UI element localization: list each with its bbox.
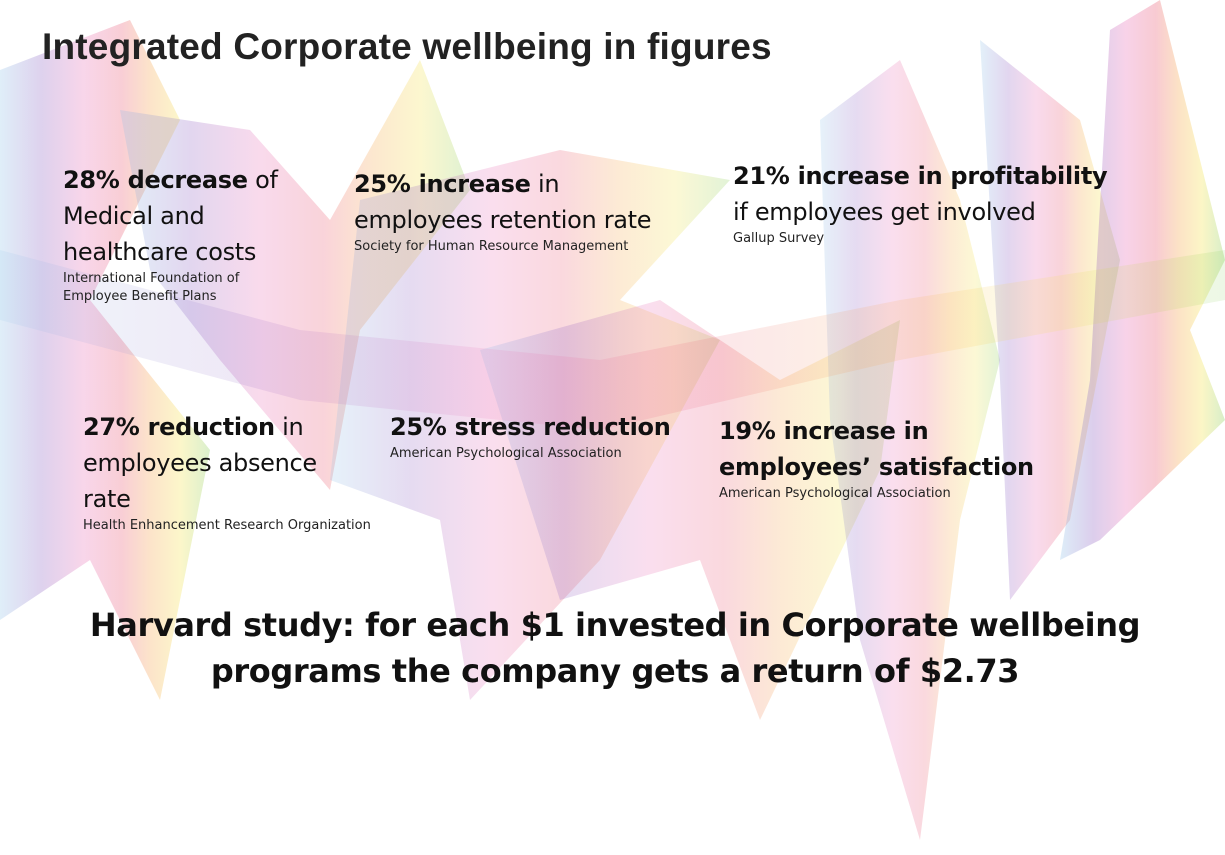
stat-medical-line3: healthcare costs: [63, 238, 257, 266]
stat-retention-rest: in: [530, 170, 560, 198]
stat-absence-bold: 27% reduction: [83, 413, 275, 441]
stat-absence-line3: rate: [83, 485, 131, 513]
stat-satisfaction-bold-1: 19% increase in: [719, 417, 929, 445]
harvard-study-callout: Harvard study: for each $1 invested in C…: [60, 602, 1170, 694]
stat-retention-line2: employees retention rate: [354, 206, 652, 234]
stat-profitability-line2: if employees get involved: [733, 198, 1036, 226]
ribbon-purple: [120, 60, 470, 490]
stat-profitability: 21% increase in profitability if employe…: [733, 158, 1108, 248]
stat-stress-bold: 25% stress reduction: [390, 413, 671, 441]
stat-retention: 25% increase in employees retention rate…: [354, 166, 652, 256]
stat-medical-rest: of: [247, 166, 278, 194]
stat-absence: 27% reduction in employees absence rate …: [83, 409, 371, 535]
stat-medical-line2: Medical and: [63, 202, 205, 230]
stat-retention-source: Society for Human Resource Management: [354, 239, 629, 254]
stat-medical-costs: 28% decrease of Medical and healthcare c…: [63, 162, 278, 306]
stat-absence-source: Health Enhancement Research Organization: [83, 518, 371, 533]
stat-satisfaction-bold-2: employees’ satisfaction: [719, 453, 1034, 481]
stat-medical-source-1: International Foundation of: [63, 271, 240, 286]
stat-profitability-source: Gallup Survey: [733, 231, 825, 246]
ribbon-cross: [0, 250, 1225, 430]
ribbon-blue: [0, 20, 210, 700]
stat-satisfaction-source: American Psychological Association: [719, 486, 951, 501]
stat-stress-source: American Psychological Association: [390, 446, 622, 461]
stat-profitability-bold: 21% increase in profitability: [733, 162, 1108, 190]
stat-medical-bold: 28% decrease: [63, 166, 248, 194]
stat-stress: 25% stress reduction American Psychologi…: [390, 409, 671, 463]
harvard-line-2: programs the company gets a return of $2…: [210, 652, 1020, 690]
stat-retention-bold: 25% increase: [354, 170, 531, 198]
stat-absence-line2: employees absence: [83, 449, 317, 477]
harvard-line-1: Harvard study: for each $1 invested in C…: [89, 606, 1141, 644]
stat-satisfaction: 19% increase in employees’ satisfaction …: [719, 413, 1034, 503]
stat-medical-source-2: Employee Benefit Plans: [63, 289, 217, 304]
ribbon-orange: [820, 60, 1000, 840]
stat-absence-rest: in: [274, 413, 304, 441]
page-title: Integrated Corporate wellbeing in figure…: [42, 26, 772, 67]
